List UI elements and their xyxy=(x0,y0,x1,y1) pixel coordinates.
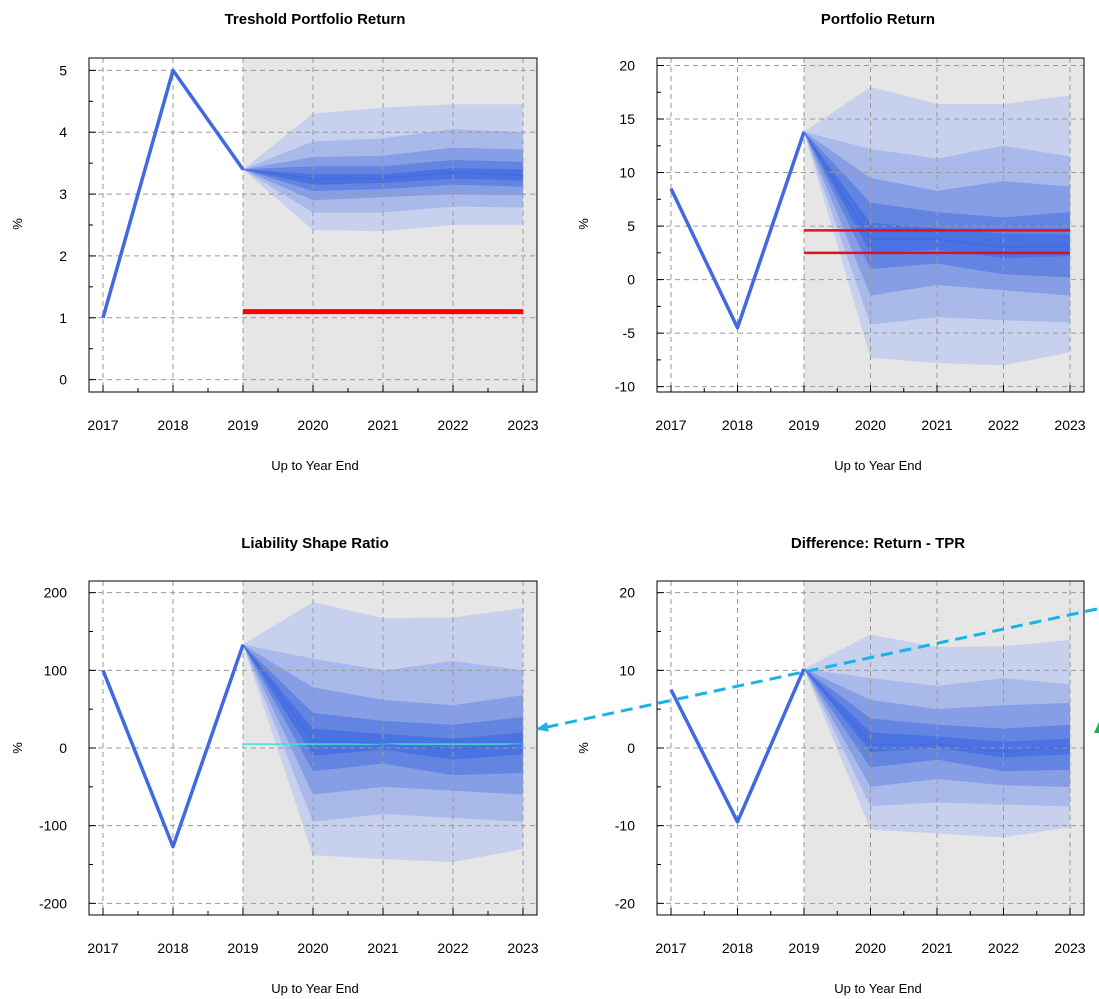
y-axis-label: % xyxy=(10,742,25,754)
y-tick-label: 0 xyxy=(59,740,67,756)
x-tick-label: 2021 xyxy=(367,940,398,956)
y-tick-label: 5 xyxy=(627,218,635,234)
chart-panel-liability-shape-ratio: -200 -100 0 100 200 2017 2018 2019 2020 2021 2022 2… xyxy=(10,535,539,996)
x-tick-label: 2018 xyxy=(157,417,188,433)
x-tick-label: 2020 xyxy=(855,417,886,433)
chart-panel-treshold-portfolio-return: 0 1 2 3 4 5 2017 2018 2019 2020 2021 2022 2023 Tresh… xyxy=(10,11,539,473)
x-tick-label: 2021 xyxy=(921,940,952,956)
x-axis-label: Up to Year End xyxy=(834,458,921,473)
history-series-line xyxy=(669,668,806,824)
x-tick-label: 2022 xyxy=(988,417,1019,433)
y-tick-label: 3 xyxy=(59,186,67,202)
x-tick-label: 2017 xyxy=(87,940,118,956)
fan-band-5 xyxy=(243,644,523,760)
chart-title: Difference: Return - TPR xyxy=(791,535,965,552)
y-tick-label: 20 xyxy=(619,585,635,601)
history-series-line xyxy=(669,131,806,330)
y-tick-label: -100 xyxy=(39,818,67,834)
y-tick-label: 20 xyxy=(619,57,635,73)
x-tick-label: 2023 xyxy=(1054,940,1085,956)
x-tick-label: 2017 xyxy=(655,417,686,433)
x-tick-label: 2023 xyxy=(507,417,538,433)
x-tick-label: 2017 xyxy=(87,417,118,433)
x-tick-label: 2020 xyxy=(297,417,328,433)
y-tick-label: 0 xyxy=(627,272,635,288)
x-tick-label: 2018 xyxy=(722,940,753,956)
x-axis-label: Up to Year End xyxy=(271,458,358,473)
y-axis-label: % xyxy=(10,218,25,230)
x-axis-label: Up to Year End xyxy=(834,981,921,996)
y-axis-label: % xyxy=(576,742,591,754)
plot-area: 0 1 2 3 4 5 2017 2018 2019 2020 2021 2022 2023 xyxy=(59,57,539,433)
y-tick-label: 10 xyxy=(619,165,635,181)
x-tick-label: 2022 xyxy=(988,940,1019,956)
y-tick-label: -10 xyxy=(615,379,635,395)
y-tick-label: 4 xyxy=(59,124,67,140)
chart-title: Liability Shape Ratio xyxy=(241,535,389,552)
y-tick-label: -5 xyxy=(623,325,636,341)
x-axis-label: Up to Year End xyxy=(271,981,358,996)
chart-title: Treshold Portfolio Return xyxy=(225,11,406,28)
y-tick-label: 200 xyxy=(44,585,68,601)
x-tick-label: 2018 xyxy=(722,417,753,433)
x-tick-label: 2020 xyxy=(297,940,328,956)
y-tick-label: 100 xyxy=(44,662,68,678)
x-tick-label: 2022 xyxy=(437,417,468,433)
x-tick-label: 2023 xyxy=(1054,417,1085,433)
y-tick-label: 2 xyxy=(59,248,67,264)
x-tick-label: 2023 xyxy=(507,940,538,956)
y-tick-label: -200 xyxy=(39,895,67,911)
x-tick-label: 2021 xyxy=(921,417,952,433)
annotation-layer xyxy=(536,607,1099,733)
y-tick-label: 5 xyxy=(59,62,67,78)
x-tick-label: 2019 xyxy=(227,417,258,433)
x-tick-label: 2017 xyxy=(655,940,686,956)
history-series-line xyxy=(101,644,245,849)
green-arrowhead-annotation xyxy=(1094,722,1099,733)
y-axis-label: % xyxy=(576,218,591,230)
plot-area: -200 -100 0 100 200 2017 2018 2019 2020 2021 2022 2… xyxy=(39,580,539,956)
median-forecast-line xyxy=(803,131,1071,249)
x-tick-label: 2019 xyxy=(227,940,258,956)
median-forecast-line xyxy=(242,644,524,751)
y-tick-label: 15 xyxy=(619,111,635,127)
y-tick-label: -20 xyxy=(615,895,635,911)
median-forecast-line xyxy=(803,668,1071,753)
chart-panel-portfolio-return: -10 -5 0 5 10 15 20 2017 2018 2019 2020 2021 2022 202… xyxy=(576,11,1086,473)
plot-area: -10 -5 0 5 10 15 20 2017 2018 2019 2020 2021 2022 202… xyxy=(615,57,1086,433)
y-tick-label: 1 xyxy=(59,310,67,326)
y-tick-label: 10 xyxy=(619,662,635,678)
fan-band-5 xyxy=(804,131,1070,259)
chart-title: Portfolio Return xyxy=(821,11,935,28)
history-series-line xyxy=(101,68,245,319)
median-forecast-line xyxy=(242,168,524,180)
y-tick-label: 0 xyxy=(627,740,635,756)
x-tick-label: 2019 xyxy=(788,417,819,433)
y-tick-label: 0 xyxy=(59,372,67,388)
y-tick-label: -10 xyxy=(615,818,635,834)
x-tick-label: 2019 xyxy=(788,940,819,956)
dashed-arrow-annotation xyxy=(536,607,1098,732)
plot-area: -20 -10 0 10 20 2017 2018 2019 2020 2021 2022 2023 xyxy=(615,580,1086,956)
x-tick-label: 2021 xyxy=(367,417,398,433)
x-tick-label: 2020 xyxy=(855,940,886,956)
x-tick-label: 2022 xyxy=(437,940,468,956)
x-tick-label: 2018 xyxy=(157,940,188,956)
